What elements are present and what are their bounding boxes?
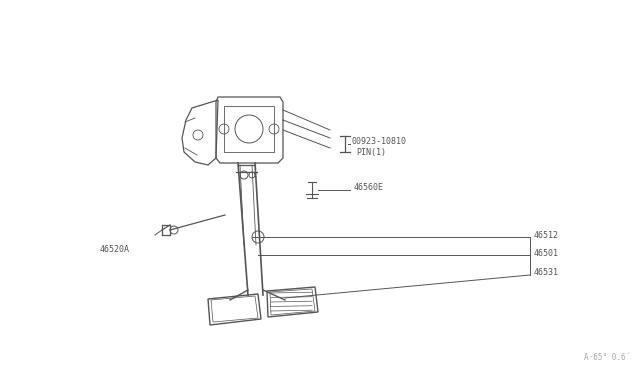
Text: 46520A: 46520A: [100, 245, 130, 254]
Text: A·65° 0.6´: A·65° 0.6´: [584, 353, 630, 362]
Text: 46501: 46501: [534, 249, 559, 258]
Text: 46560E: 46560E: [354, 183, 384, 192]
Text: 00923-10810: 00923-10810: [352, 137, 407, 146]
Text: PIN(1): PIN(1): [356, 148, 386, 157]
Text: 46531: 46531: [534, 268, 559, 277]
Text: 46512: 46512: [534, 231, 559, 240]
